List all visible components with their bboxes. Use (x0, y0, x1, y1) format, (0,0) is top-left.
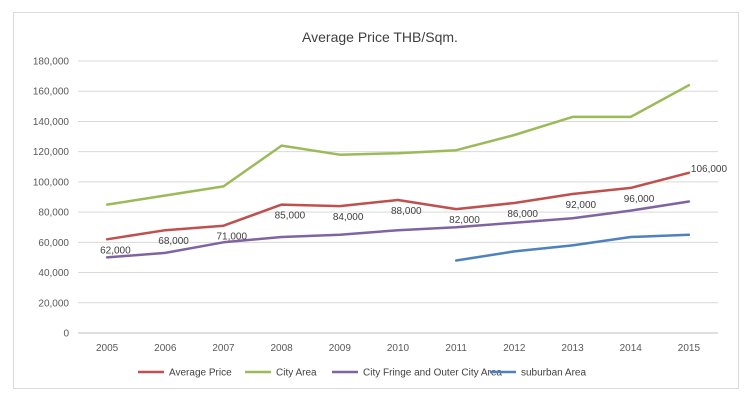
y-tick-label: 160,000 (33, 87, 70, 98)
data-label: 71,000 (216, 232, 247, 243)
x-tick-label: 2014 (620, 343, 643, 354)
x-tick-label: 2012 (503, 343, 526, 354)
series-line-suburban-area (454, 233, 691, 262)
data-label: 85,000 (275, 211, 306, 222)
data-label: 86,000 (507, 209, 538, 220)
y-tick-label: 140,000 (33, 117, 70, 128)
data-label: 88,000 (391, 206, 422, 217)
series-line-city-fringe-and-outer-city-area (105, 200, 691, 259)
data-label: 62,000 (100, 245, 131, 256)
x-tick-label: 2008 (271, 343, 294, 354)
x-tick-label: 2011 (445, 343, 467, 354)
series-line-average-price (105, 171, 691, 241)
y-tick-label: 20,000 (38, 298, 69, 309)
legend-label: City Area (276, 368, 317, 379)
gridlines (78, 60, 718, 334)
x-tick-label: 2005 (96, 343, 119, 354)
x-tick-label: 2006 (154, 343, 177, 354)
legend-label: suburban Area (521, 368, 586, 379)
legend-label: Average Price (169, 368, 232, 379)
data-label: 68,000 (158, 236, 189, 247)
legend-label: City Fringe and Outer City Area (363, 368, 502, 379)
x-tick-label: 2009 (329, 343, 352, 354)
data-labels: 62,000 68,000 71,000 85,000 84,000 88,000 82,0… (100, 164, 727, 256)
data-label: 106,000 (691, 164, 728, 175)
series-line-city-area (105, 83, 691, 206)
series-lines (105, 83, 691, 262)
x-axis: 2005 2006 2007 2008 2009 2010 2011 2012 2013 2014… (96, 343, 701, 354)
data-label: 84,000 (333, 212, 364, 223)
y-tick-label: 60,000 (38, 238, 69, 249)
x-tick-label: 2010 (387, 343, 410, 354)
x-tick-label: 2007 (212, 343, 235, 354)
data-label: 92,000 (566, 200, 597, 211)
chart-title: Average Price THB/Sqm. (302, 29, 458, 45)
y-axis: 0 20,000 40,000 60,000 80,000 100,000 120,000 1… (33, 57, 70, 340)
y-tick-label: 0 (63, 329, 69, 340)
data-label: 96,000 (624, 194, 655, 205)
legend: Average Price City Area City Fringe and Ou… (138, 368, 586, 379)
data-label: 82,000 (449, 215, 480, 226)
x-tick-label: 2015 (678, 343, 701, 354)
y-tick-label: 180,000 (33, 57, 70, 68)
x-tick-label: 2013 (561, 343, 584, 354)
y-tick-label: 40,000 (38, 268, 69, 279)
y-tick-label: 100,000 (33, 177, 70, 188)
y-tick-label: 120,000 (33, 147, 70, 158)
y-tick-label: 80,000 (38, 208, 69, 219)
